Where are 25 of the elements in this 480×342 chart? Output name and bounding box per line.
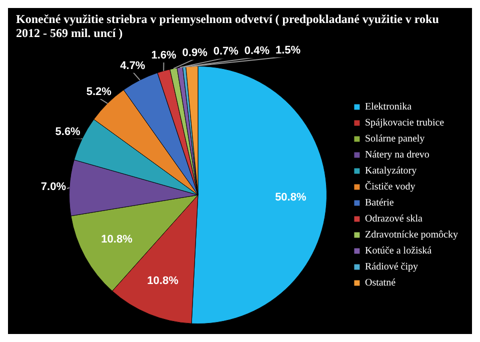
data-label: 5.6%: [55, 126, 81, 138]
data-label: 0.9%: [182, 46, 208, 59]
legend-label: Elektronika: [364, 102, 412, 113]
legend-label: Katalyzátory: [364, 166, 417, 177]
legend-label: Odrazové skla: [364, 214, 424, 225]
data-label: 10.8%: [101, 234, 133, 246]
chart-title: Konečné využitie striebra v priemyselnom odvetví ( predpokladané využitie v roku 2012 - 569 mil. uncí ): [15, 11, 440, 40]
data-label: 1.6%: [151, 50, 176, 62]
legend-label: Zdravotnícke pomôcky: [364, 230, 458, 241]
data-label: 10.8%: [147, 274, 179, 287]
legend-label: Batérie: [364, 198, 394, 209]
data-label: 50.8%: [275, 191, 306, 204]
legend-label: Nátery na drevo: [364, 150, 430, 161]
data-label: 5.2%: [86, 86, 112, 98]
legend-label: Čističe vody: [364, 180, 416, 193]
data-label: 0.7%: [213, 46, 239, 58]
legend-label: Solárne panely: [364, 134, 425, 145]
data-label: 1.5%: [276, 44, 301, 56]
data-label: 4.7%: [120, 60, 146, 72]
legend-label: Kotúče a ložiská: [364, 246, 432, 257]
legend-label: Rádiové čipy: [364, 262, 418, 273]
data-label: 7.0%: [40, 180, 66, 193]
data-label: 0.4%: [244, 45, 270, 58]
legend-label: Spájkovacie trubice: [364, 118, 445, 129]
legend-label: Ostatné: [364, 278, 396, 289]
